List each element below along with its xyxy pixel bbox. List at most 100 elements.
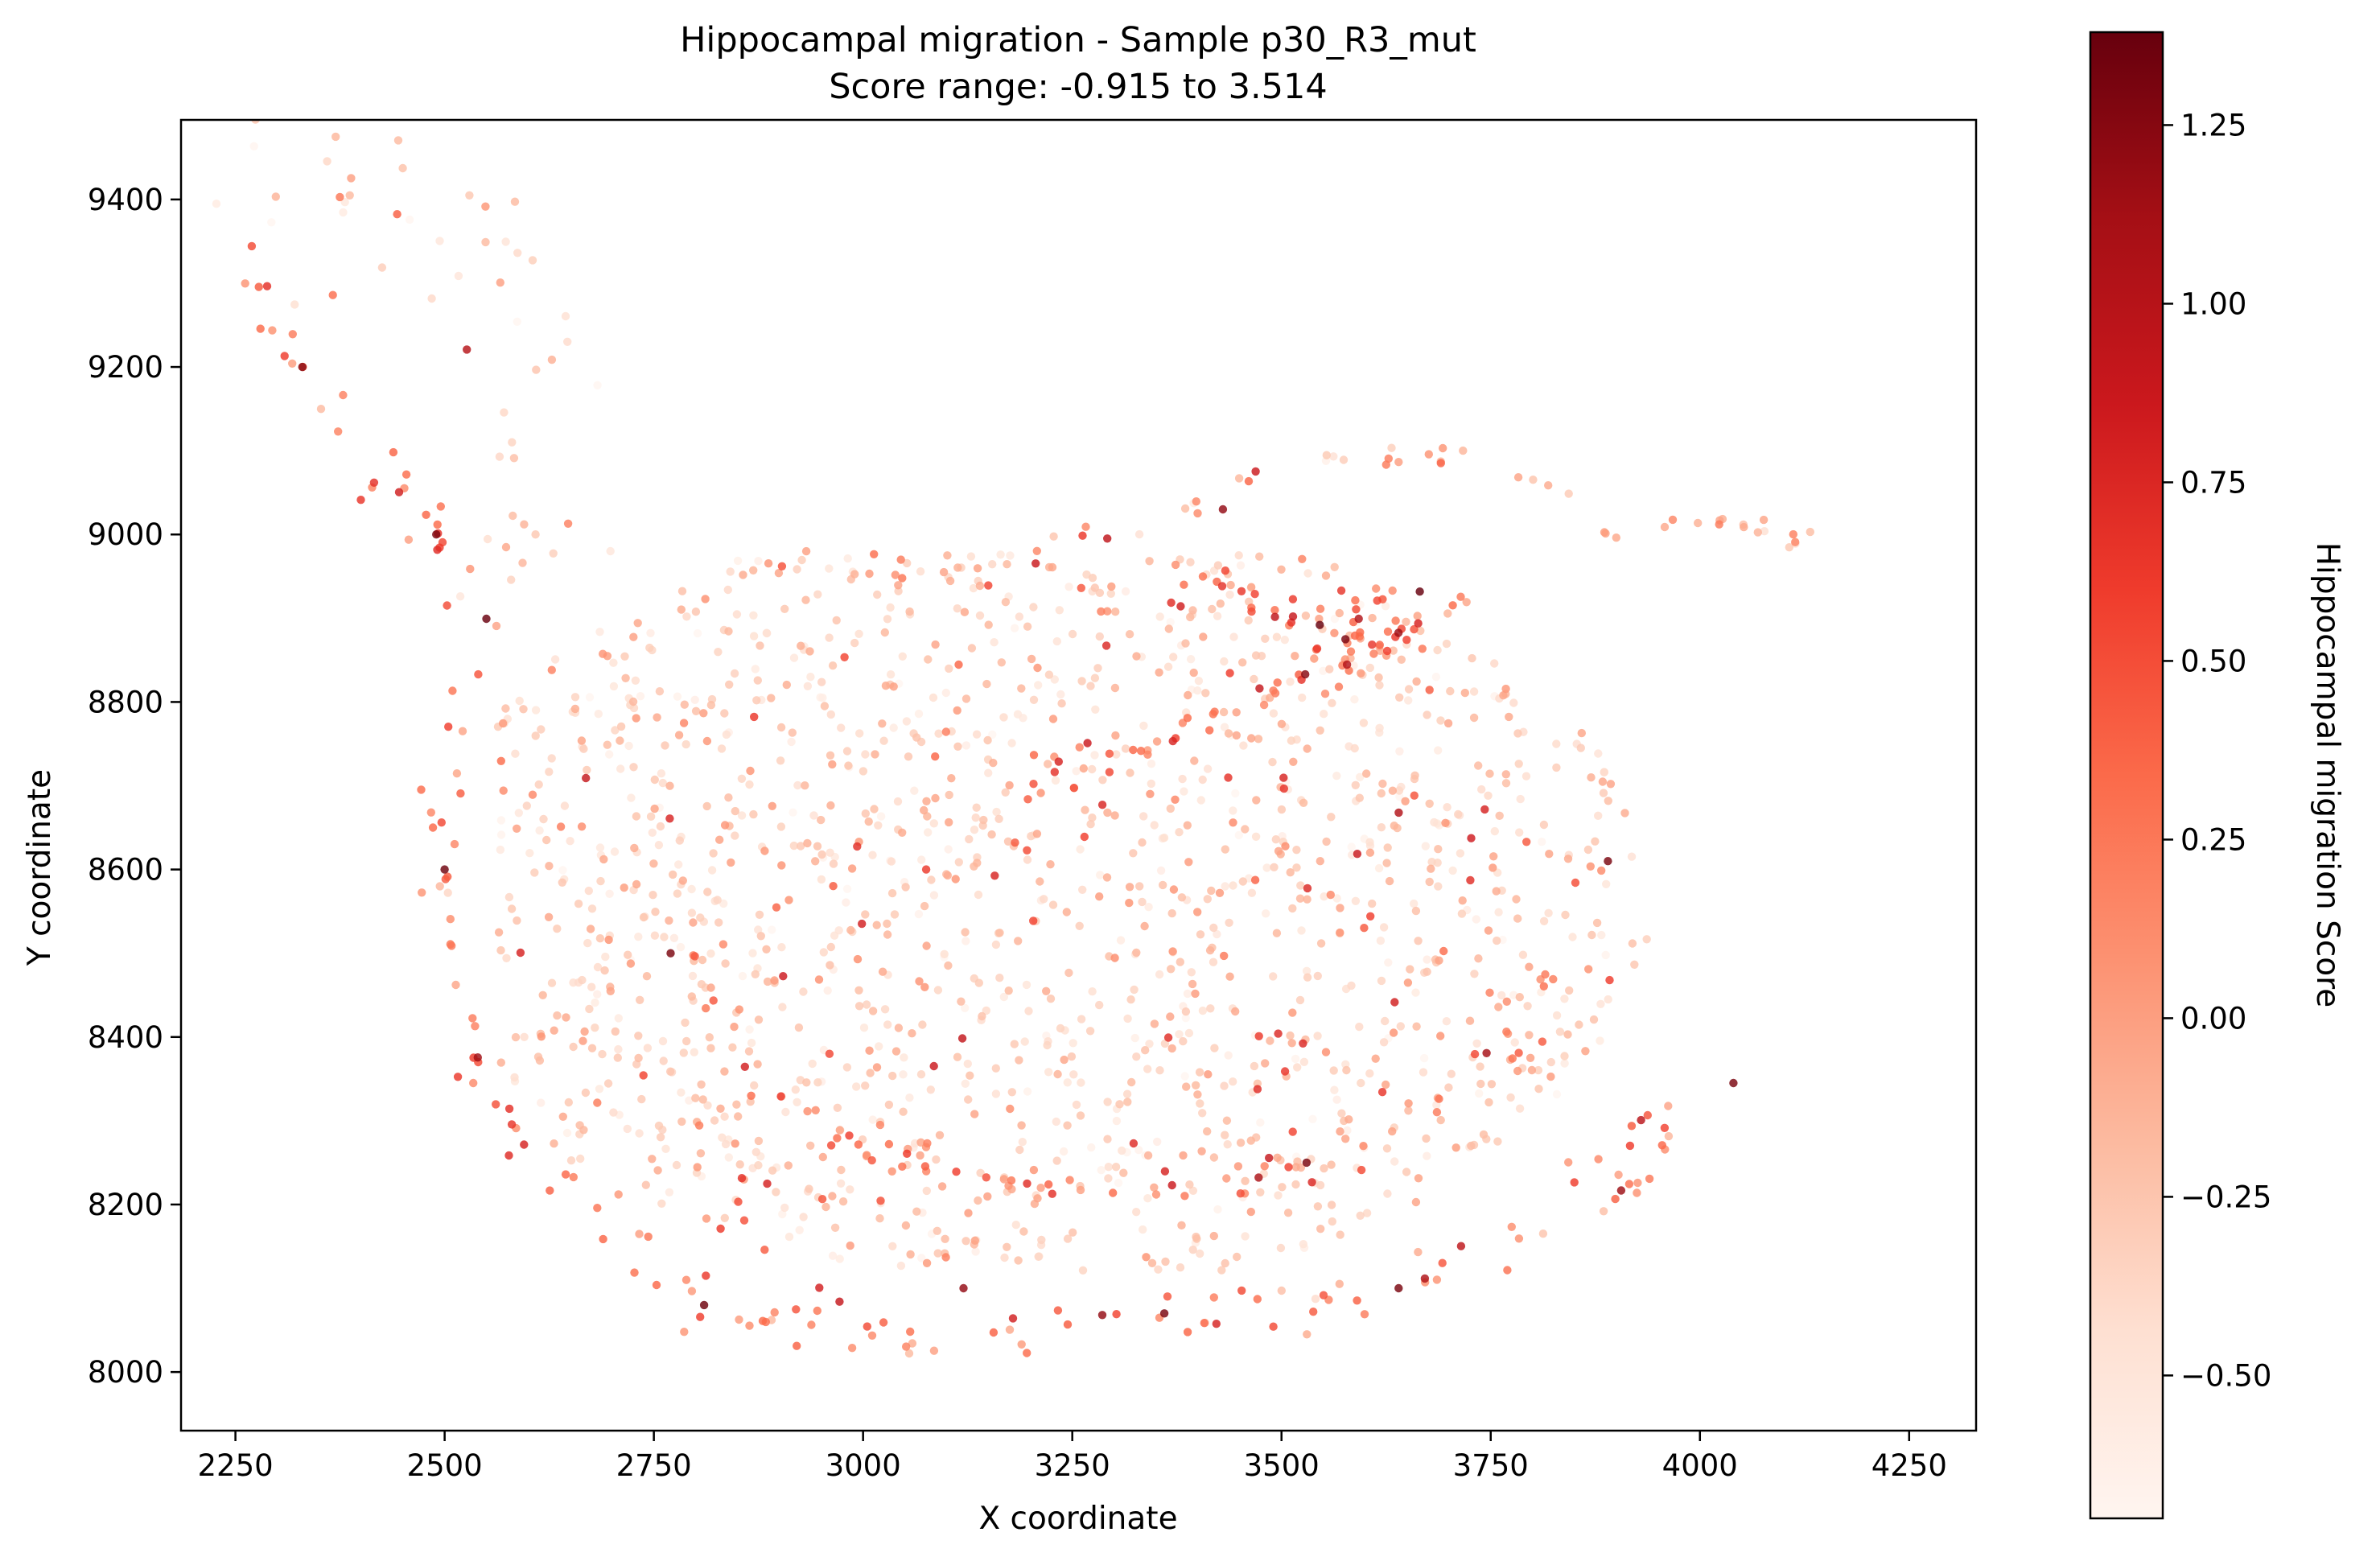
data-point	[868, 1007, 878, 1015]
data-point	[1512, 895, 1521, 904]
data-point	[587, 982, 596, 991]
data-point	[702, 1214, 711, 1223]
data-point	[961, 1237, 970, 1246]
data-point	[1010, 624, 1019, 632]
data-point	[898, 652, 908, 661]
data-point	[929, 819, 939, 828]
data-point	[779, 972, 788, 981]
data-point	[890, 910, 900, 919]
data-point	[550, 655, 560, 664]
data-point	[732, 1100, 741, 1109]
data-point	[511, 1032, 521, 1042]
data-point	[716, 1224, 725, 1234]
data-point	[859, 767, 868, 776]
data-point	[582, 773, 591, 783]
data-point	[854, 629, 863, 638]
data-point	[1003, 837, 1013, 846]
data-point	[1081, 522, 1090, 531]
data-point	[1269, 686, 1278, 695]
data-point	[1132, 652, 1141, 661]
data-point	[1514, 1234, 1524, 1243]
data-point	[1076, 845, 1085, 854]
data-point	[1005, 780, 1014, 790]
data-point	[859, 1024, 869, 1032]
data-point	[926, 1085, 936, 1094]
data-point	[1423, 1151, 1431, 1160]
data-point	[703, 1101, 712, 1110]
data-point	[1303, 883, 1312, 893]
data-point	[1539, 982, 1549, 991]
data-point	[797, 555, 806, 565]
data-point	[894, 1024, 904, 1032]
data-point	[631, 676, 640, 685]
data-point	[1288, 1127, 1297, 1136]
data-point	[658, 1036, 668, 1046]
data-point	[1167, 965, 1176, 974]
data-point	[650, 775, 659, 785]
data-point	[868, 1115, 877, 1124]
data-point	[891, 1047, 901, 1056]
data-point	[1236, 1139, 1246, 1147]
data-point	[987, 830, 996, 839]
data-point	[1515, 1104, 1525, 1113]
data-point	[501, 704, 510, 713]
y-tick-label: 9200	[88, 350, 163, 385]
data-point	[984, 768, 993, 777]
data-point	[611, 726, 620, 735]
data-point	[799, 987, 808, 996]
data-point	[507, 575, 516, 584]
data-point	[1329, 1066, 1338, 1075]
data-point	[496, 816, 506, 825]
data-point	[547, 355, 557, 365]
data-point	[1153, 1137, 1162, 1147]
data-point	[1098, 776, 1107, 785]
data-point	[1475, 1089, 1484, 1098]
data-point	[577, 822, 587, 831]
data-point	[1482, 1048, 1491, 1058]
data-point	[678, 876, 687, 885]
data-point	[1628, 939, 1637, 948]
data-point	[1111, 608, 1120, 616]
data-point	[1003, 560, 1011, 569]
data-point	[1394, 808, 1403, 818]
data-point	[516, 948, 525, 958]
data-point	[947, 774, 956, 783]
data-point	[1151, 1190, 1161, 1199]
data-point	[680, 1328, 689, 1337]
data-point	[817, 815, 826, 825]
data-point	[850, 570, 859, 579]
data-point	[593, 381, 602, 389]
data-point	[1233, 1252, 1241, 1262]
data-point	[1546, 1072, 1555, 1081]
data-point	[685, 1096, 694, 1105]
data-point	[961, 1079, 970, 1089]
data-point	[894, 587, 903, 595]
data-point	[1339, 455, 1349, 464]
data-point	[970, 1236, 980, 1246]
data-point	[393, 136, 403, 145]
data-point	[1229, 818, 1237, 827]
y-tick-label: 8600	[88, 853, 163, 888]
data-point	[1660, 522, 1670, 532]
data-point	[1132, 1052, 1141, 1061]
data-point	[1506, 1093, 1515, 1102]
data-point	[1246, 1136, 1256, 1145]
data-point	[1431, 673, 1441, 682]
data-point	[1552, 739, 1561, 748]
data-point	[740, 1062, 749, 1072]
data-point	[1121, 587, 1130, 596]
data-point	[1288, 904, 1297, 913]
data-point	[532, 365, 541, 374]
data-point	[952, 1168, 961, 1176]
data-point	[817, 850, 826, 859]
data-point	[1356, 772, 1365, 781]
data-point	[1007, 1088, 1017, 1097]
data-point	[609, 1108, 618, 1117]
data-point	[508, 438, 517, 447]
data-point	[677, 1117, 686, 1126]
data-point	[456, 789, 465, 798]
data-point	[720, 1213, 729, 1223]
data-point	[1521, 772, 1531, 780]
data-point	[1221, 882, 1229, 891]
data-point	[1017, 1340, 1026, 1349]
